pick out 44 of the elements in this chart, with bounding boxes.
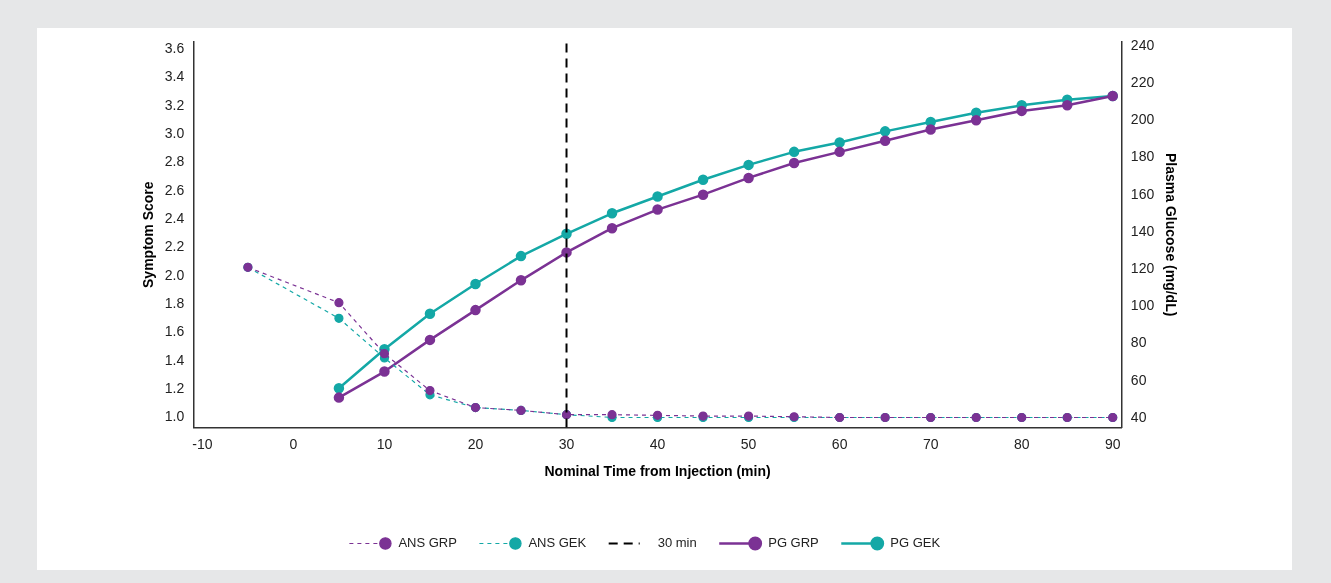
x-tick-label: 20 (467, 435, 484, 452)
y2-tick-label: 100 (1130, 297, 1155, 314)
x-tick-label: 90 (1104, 435, 1121, 452)
y2-axis-title: Plasma Glucose (mg/dL) (1162, 153, 1179, 317)
x-tick-label: 70 (922, 435, 939, 452)
y2-tick-label: 200 (1130, 111, 1155, 128)
y2-tick-label: 60 (1130, 371, 1147, 388)
y2-tick-label: 80 (1130, 334, 1147, 351)
y-tick-label: 1.4 (164, 351, 185, 368)
x-tick-label: 30 (558, 435, 575, 452)
y-tick-label: 2.6 (164, 181, 185, 198)
y2-tick-label: 220 (1130, 73, 1155, 90)
y2-tick-label: 140 (1130, 222, 1155, 239)
legend-label: ANS GEK (528, 535, 587, 551)
y-tick-label: 3.2 (164, 96, 185, 113)
y-tick-label: 2.4 (164, 209, 185, 226)
legend-label: 30 min (657, 535, 697, 551)
y-tick-label: 2.8 (164, 153, 185, 170)
x-tick-label: 40 (649, 435, 666, 452)
x-tick-label: 80 (1013, 435, 1030, 452)
y2-tick-label: 120 (1130, 260, 1155, 276)
y2-tick-label: 40 (1130, 408, 1147, 425)
y2-tick-label: 240 (1130, 36, 1155, 53)
x-tick-label: -10 (192, 435, 213, 452)
y-tick-label: 1.0 (164, 408, 185, 425)
x-tick-label: 0 (289, 435, 298, 452)
y-tick-label: 3.4 (164, 68, 185, 85)
x-tick-label: 50 (740, 435, 757, 452)
y-tick-label: 3.6 (164, 39, 185, 56)
x-tick-label: 10 (376, 435, 393, 452)
legend-label: ANS GRP (398, 535, 457, 551)
y-tick-label: 2.2 (164, 238, 185, 255)
y-axis-title: Symptom Score (140, 181, 157, 288)
y2-tick-label: 180 (1130, 148, 1155, 165)
y-tick-label: 1.2 (164, 380, 185, 396)
y-tick-label: 1.8 (164, 294, 185, 311)
y-tick-label: 1.6 (164, 323, 185, 340)
y-tick-label: 2.0 (164, 266, 185, 283)
y-tick-label: 3.0 (164, 124, 185, 141)
x-tick-label: 60 (831, 435, 848, 452)
x-axis-title: Nominal Time from Injection (min) (544, 463, 771, 480)
legend-label: PG GRP (768, 535, 819, 551)
legend-label: PG GEK (890, 535, 941, 551)
y2-tick-label: 160 (1130, 185, 1155, 202)
